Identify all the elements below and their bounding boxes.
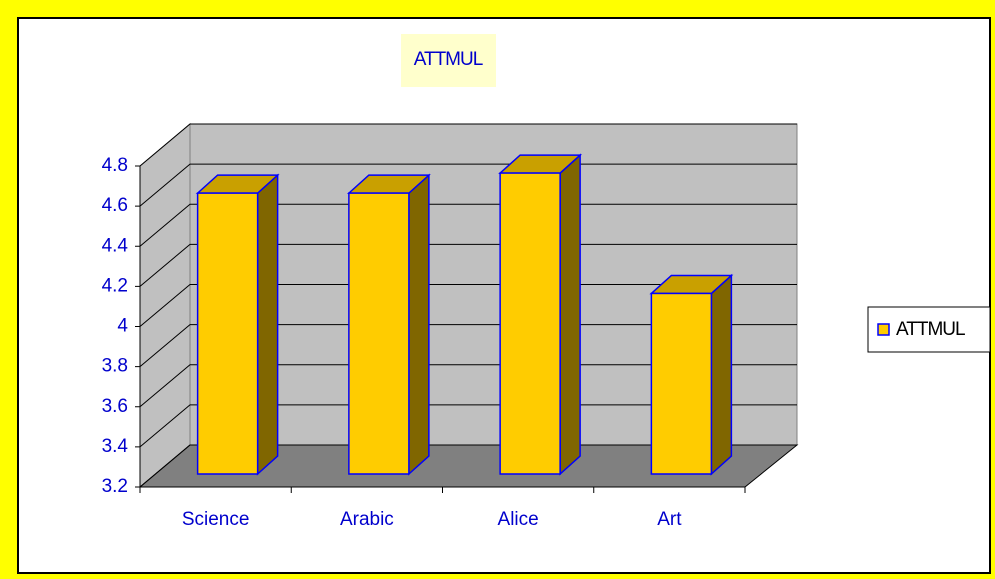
- bar-front: [650, 292, 713, 475]
- x-tick-label: Alice: [498, 509, 539, 530]
- legend-label: ATTMUL: [896, 319, 965, 340]
- bar: [649, 273, 734, 476]
- bar-front: [196, 192, 259, 475]
- chart-title: ATTMUL: [414, 49, 483, 70]
- y-tick-label: 4.2: [102, 275, 128, 296]
- x-tick-label: Arabic: [340, 509, 394, 530]
- bar-side: [710, 273, 733, 476]
- grid-line: [139, 324, 797, 368]
- bar-front: [499, 172, 561, 475]
- grid-line: [139, 163, 797, 207]
- bar: [498, 153, 583, 476]
- legend-swatch: [877, 323, 890, 336]
- y-tick-label: 3.6: [102, 396, 128, 417]
- grid-line: [139, 123, 797, 167]
- bar: [346, 173, 431, 476]
- bar-side: [559, 153, 581, 476]
- bar-side: [256, 173, 279, 476]
- y-tick-label: 3.2: [102, 476, 128, 497]
- y-tick-label: 4.6: [102, 195, 128, 216]
- grid-line: [139, 243, 797, 287]
- title-box: [401, 34, 496, 87]
- grid-line: [139, 364, 797, 408]
- plot: [135, 122, 799, 493]
- bar-side: [408, 173, 430, 476]
- y-tick-label: 4.8: [102, 155, 128, 176]
- grid-line: [139, 404, 797, 448]
- y-tick-label: 3.8: [102, 356, 128, 377]
- y-tick-label: 4.4: [102, 235, 129, 256]
- x-tick-label: Art: [657, 509, 682, 530]
- grid-line: [139, 203, 797, 247]
- grid-line: [139, 284, 797, 327]
- bar: [195, 173, 280, 476]
- y-tick-label: 3.4: [102, 436, 129, 457]
- x-tick-label: Science: [182, 509, 250, 530]
- y-tick-label: 4: [117, 316, 128, 337]
- bar-front: [348, 192, 410, 475]
- grid-line: [139, 444, 797, 488]
